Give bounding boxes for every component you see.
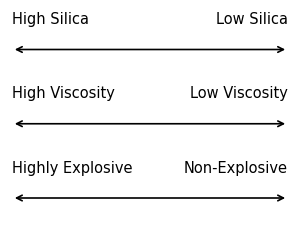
Text: Non-Explosive: Non-Explosive — [184, 160, 288, 176]
Text: Highly Explosive: Highly Explosive — [12, 160, 133, 176]
Text: Low Silica: Low Silica — [216, 12, 288, 27]
Text: Low Viscosity: Low Viscosity — [190, 86, 288, 101]
Text: High Silica: High Silica — [12, 12, 89, 27]
Text: High Viscosity: High Viscosity — [12, 86, 115, 101]
